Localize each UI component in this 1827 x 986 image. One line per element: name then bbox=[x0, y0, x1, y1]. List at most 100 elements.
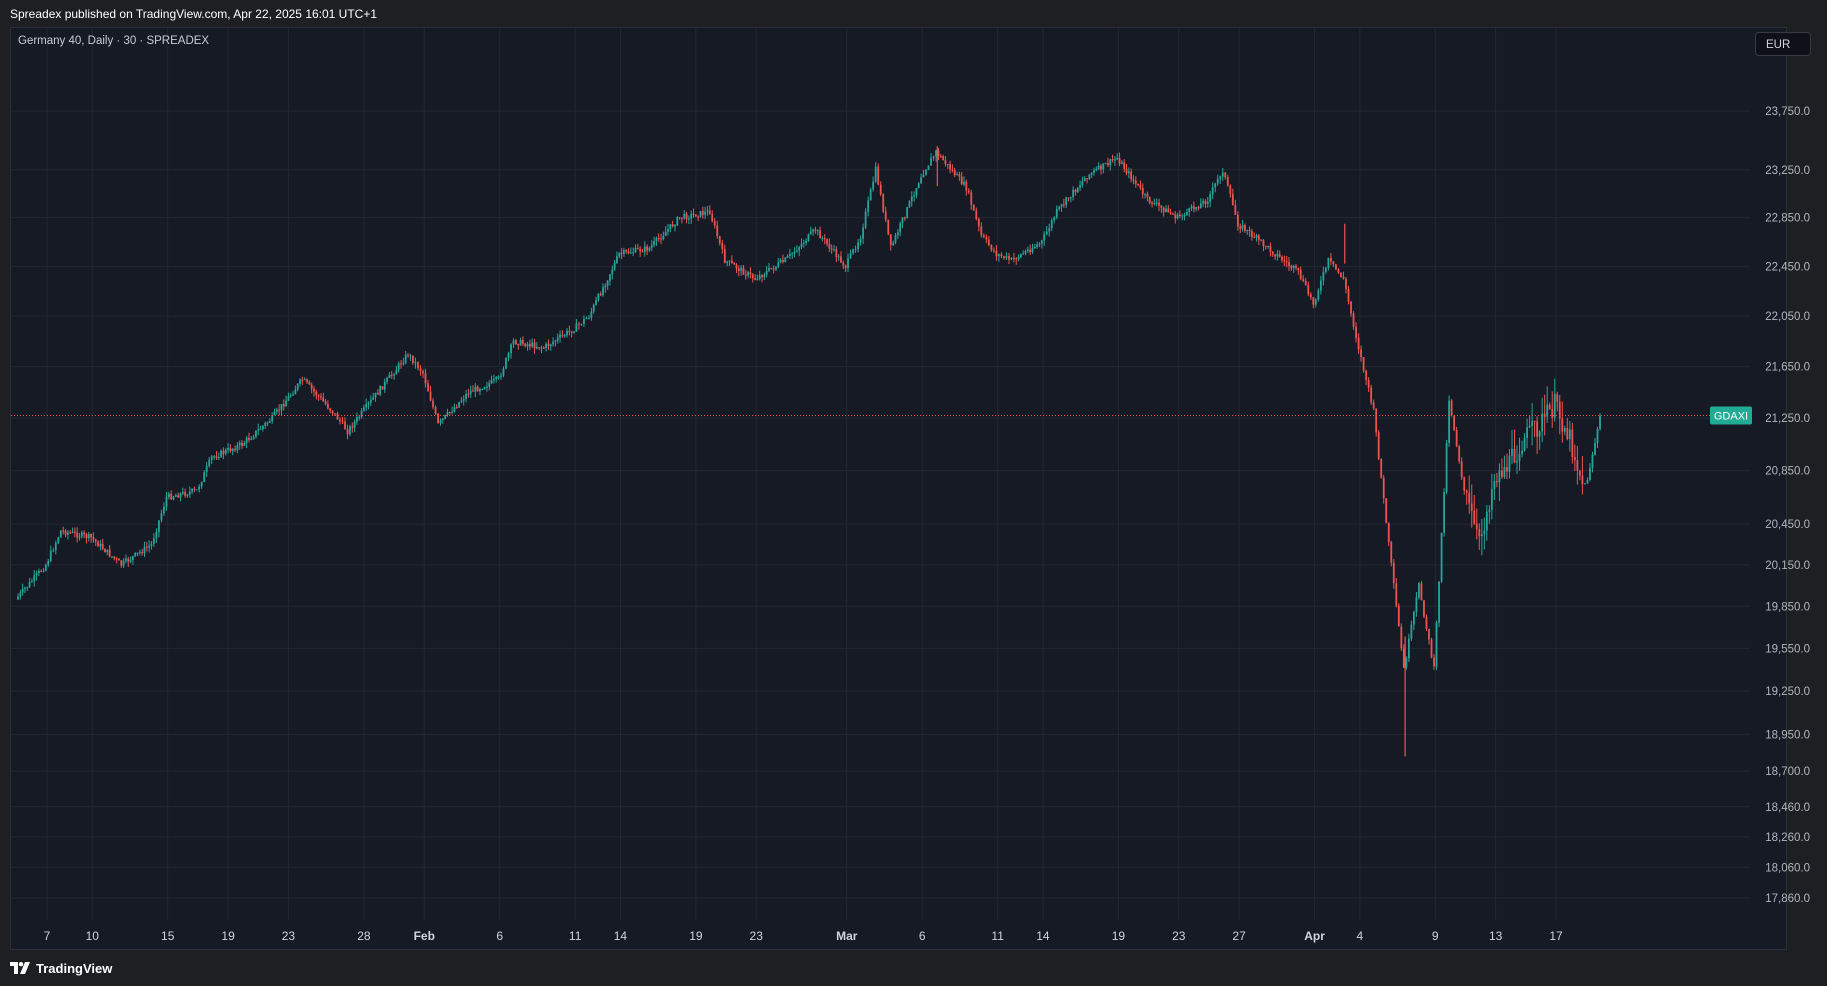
candle-body-up bbox=[563, 335, 566, 337]
candle-body-down bbox=[118, 558, 120, 561]
candle-body-up bbox=[1221, 172, 1224, 177]
candle-body-up bbox=[481, 389, 484, 391]
candle-body-down bbox=[701, 210, 704, 215]
candle-body-up bbox=[388, 374, 391, 379]
candle-body-up bbox=[786, 255, 789, 258]
candle-body-down bbox=[1581, 475, 1584, 485]
candle-body-down bbox=[1347, 288, 1350, 302]
candle-body-up bbox=[540, 347, 543, 349]
candle-body-down bbox=[1297, 267, 1300, 271]
candle-body-up bbox=[1413, 612, 1415, 625]
candle-body-up bbox=[704, 211, 707, 215]
candle-body-down bbox=[1463, 477, 1466, 491]
candle-body-down bbox=[1571, 429, 1574, 457]
candle-body-down bbox=[761, 275, 763, 278]
candle-body-up bbox=[1153, 203, 1156, 205]
candle-body-up bbox=[358, 416, 361, 418]
chart-panel[interactable] bbox=[10, 27, 1787, 950]
currency-button[interactable]: EUR bbox=[1755, 32, 1811, 56]
candle-body-up bbox=[566, 330, 568, 336]
candle-body-up bbox=[1410, 624, 1413, 639]
symbol-title[interactable]: Germany 40, Daily · 30 · SPREADEX bbox=[18, 35, 210, 47]
candle-body-up bbox=[854, 249, 857, 251]
candle-body-down bbox=[412, 355, 414, 364]
candle-body-up bbox=[788, 253, 791, 256]
candle-body-down bbox=[62, 530, 65, 532]
candle-body-up bbox=[857, 242, 859, 250]
candle-body-up bbox=[1292, 265, 1295, 269]
candle-body-up bbox=[816, 230, 819, 232]
candle-body-up bbox=[747, 272, 750, 276]
candle-body-up bbox=[259, 428, 262, 430]
candle-body-down bbox=[1455, 429, 1458, 447]
candle-body-up bbox=[1327, 257, 1330, 268]
candle-body-up bbox=[1043, 234, 1046, 241]
candle-body-down bbox=[248, 437, 250, 440]
candle-body-up bbox=[465, 393, 467, 400]
candle-body-up bbox=[1072, 189, 1075, 198]
candle-body-up bbox=[195, 489, 198, 491]
candle-body-up bbox=[896, 232, 899, 236]
x-tick-label: 28 bbox=[357, 929, 371, 943]
tradingview-logo[interactable]: TradingView bbox=[10, 958, 112, 978]
candle-body-up bbox=[650, 245, 653, 248]
candle-body-up bbox=[1324, 267, 1327, 273]
candle-body-down bbox=[547, 343, 550, 346]
candle-body-up bbox=[125, 558, 127, 561]
candle-body-down bbox=[1360, 349, 1362, 358]
x-tick-label: 23 bbox=[1172, 929, 1186, 943]
candle-body-up bbox=[602, 287, 604, 296]
candle-body-down bbox=[1551, 409, 1554, 418]
candle-body-up bbox=[613, 262, 616, 270]
candle-body-up bbox=[1480, 534, 1483, 537]
candle-body-down bbox=[1465, 490, 1468, 493]
candle-body-down bbox=[1008, 256, 1010, 260]
candle-body-up bbox=[1584, 483, 1586, 485]
candle-body-up bbox=[1526, 427, 1528, 438]
candle-body-up bbox=[1599, 415, 1601, 430]
candle-body-up bbox=[1088, 174, 1091, 179]
candle-body-down bbox=[528, 344, 531, 347]
candle-body-up bbox=[664, 231, 667, 236]
candle-body-up bbox=[1083, 178, 1086, 182]
candle-body-up bbox=[227, 448, 229, 450]
candle-body-up bbox=[99, 543, 102, 547]
candle-body-down bbox=[1151, 202, 1153, 205]
candle-body-up bbox=[1498, 470, 1501, 483]
candle-body-up bbox=[188, 491, 191, 495]
candle-body-up bbox=[632, 252, 635, 254]
candle-body-down bbox=[949, 164, 951, 170]
candle-body-down bbox=[772, 268, 775, 270]
candle-body-up bbox=[554, 340, 557, 342]
candle-body-up bbox=[1022, 253, 1025, 255]
candle-body-up bbox=[372, 397, 375, 400]
candle-body-down bbox=[1288, 262, 1290, 266]
y-tick-label: 20,450.0 bbox=[1765, 519, 1810, 531]
candle-body-down bbox=[977, 218, 980, 227]
candle-body-down bbox=[1561, 418, 1564, 432]
candle-body-down bbox=[1357, 337, 1360, 350]
y-tick-label: 18,460.0 bbox=[1765, 802, 1810, 814]
candle-body-up bbox=[784, 257, 787, 262]
candle-body-down bbox=[115, 558, 118, 560]
candle-body-up bbox=[275, 409, 278, 412]
candle-body-down bbox=[1204, 200, 1207, 204]
candle-body-up bbox=[1314, 299, 1317, 305]
candle-body-up bbox=[451, 411, 454, 413]
candle-body-up bbox=[1319, 280, 1322, 291]
candle-body-down bbox=[1137, 183, 1140, 186]
candle-body-down bbox=[1162, 207, 1165, 213]
candle-body-up bbox=[47, 560, 50, 566]
candle-body-up bbox=[899, 223, 902, 233]
candle-body-down bbox=[942, 156, 945, 161]
candle-body-down bbox=[1304, 281, 1307, 286]
candle-body-up bbox=[908, 201, 911, 208]
candle-body-down bbox=[351, 426, 354, 428]
candle-body-up bbox=[353, 421, 356, 428]
candle-body-up bbox=[1120, 162, 1123, 164]
candle-body-up bbox=[1093, 170, 1095, 173]
candle-body-up bbox=[172, 496, 175, 500]
candle-body-down bbox=[692, 213, 695, 215]
candle-body-up bbox=[414, 362, 417, 364]
